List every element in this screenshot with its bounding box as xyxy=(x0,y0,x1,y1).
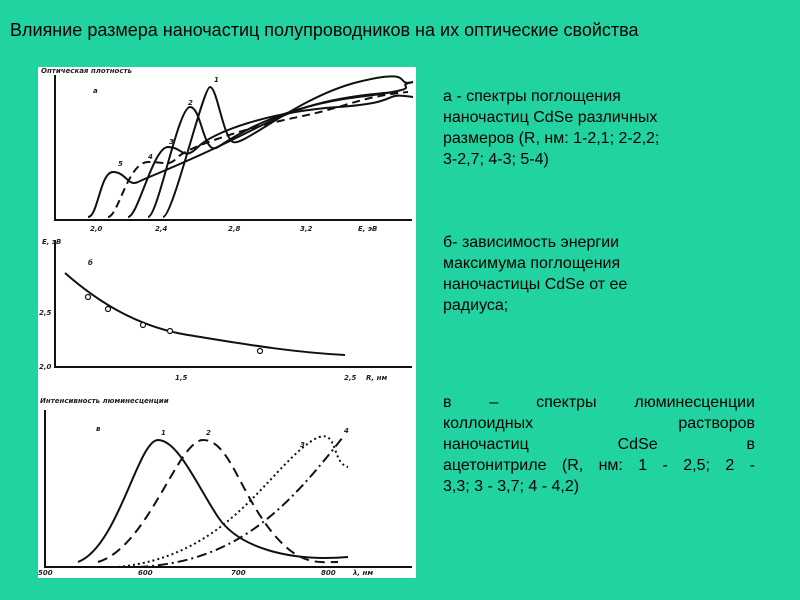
curve-label: 1 xyxy=(161,429,166,437)
caption-c: в – спектры люминесценции коллоидных раст… xyxy=(443,392,755,497)
axes xyxy=(44,410,412,568)
curve xyxy=(97,438,339,564)
x-tick-label: 2,4 xyxy=(155,225,168,233)
curve xyxy=(147,81,414,218)
x-label: R, нм xyxy=(366,374,387,382)
panel-tag: а xyxy=(93,87,98,95)
caption-line: наночастиц CdSe различных xyxy=(443,109,658,126)
x-tick-label: 1,5 xyxy=(175,374,188,382)
caption-line: а - спектры поглощения xyxy=(443,88,621,105)
x-label: Е, эВ xyxy=(358,225,377,233)
caption-line: 3-2,7; 4-3; 5-4) xyxy=(443,151,549,168)
curve-label: 1 xyxy=(214,76,219,84)
caption-line: наночастиц CdSe в xyxy=(443,436,755,453)
panel-tag: б xyxy=(88,259,93,267)
caption-line: коллоидных растворов xyxy=(443,415,755,432)
curve-label: 2 xyxy=(188,99,193,107)
x-tick-label: 3,2 xyxy=(300,225,313,233)
caption-b: б- зависимость энергии максимума поглощен… xyxy=(443,232,627,316)
panel-tag: в xyxy=(96,425,101,433)
y-label: Оптическая плотность xyxy=(41,67,132,75)
x-tick-label: 600 xyxy=(138,569,153,577)
curve-label: 4 xyxy=(148,153,153,161)
curve-label: 4 xyxy=(344,427,349,435)
y-tick-label: 2,5 xyxy=(39,309,52,317)
x-tick-label: 500 xyxy=(38,569,53,577)
slide-title: Влияние размера наночастиц полупроводник… xyxy=(10,20,639,40)
caption-line: наночастицы CdSe от ее xyxy=(443,276,628,293)
curve-label: 3 xyxy=(169,138,174,146)
y-label: Интенсивность люминесценции xyxy=(40,397,169,405)
x-tick-label: 2,8 xyxy=(228,225,241,233)
curve xyxy=(117,435,349,568)
caption-line: радиуса; xyxy=(443,297,509,314)
caption-line: в – спектры люминесценции xyxy=(443,394,755,411)
curve xyxy=(162,75,414,218)
axes xyxy=(54,75,412,221)
curve xyxy=(87,91,399,218)
curve xyxy=(64,272,346,356)
figure-drawing: Оптическая плотность а 2,0 2,4 2,8 3,2 Е… xyxy=(38,67,414,577)
axes xyxy=(54,240,412,368)
x-tick-label: 800 xyxy=(321,569,336,577)
curve xyxy=(137,436,344,568)
x-tick-label: 700 xyxy=(231,569,246,577)
y-tick-label: 2,0 xyxy=(39,363,52,371)
figure: Оптическая плотность а 2,0 2,4 2,8 3,2 Е… xyxy=(38,67,416,578)
x-label: λ, нм xyxy=(352,569,373,577)
x-tick-label: 2,5 xyxy=(344,374,357,382)
curve xyxy=(127,94,414,218)
caption-line: ацетонитриле (R, нм: 1 - 2,5; 2 - xyxy=(443,457,755,474)
caption-line: размеров (R, нм: 1-2,1; 2-2,2; xyxy=(443,130,660,147)
y-label: Е, эВ xyxy=(42,238,61,246)
curve xyxy=(77,438,349,563)
caption-line: б- зависимость энергии xyxy=(443,234,620,251)
points xyxy=(84,293,264,355)
caption-a: а - спектры поглощения наночастиц CdSe ра… xyxy=(443,86,659,170)
x-tick-label: 2,0 xyxy=(90,225,103,233)
curve-label: 3 xyxy=(300,441,305,449)
curve-label: 5 xyxy=(118,160,123,168)
caption-line: максимума поглощения xyxy=(443,255,621,272)
curve-label: 2 xyxy=(206,429,211,437)
caption-line: 3,3; 3 - 3,7; 4 - 4,2) xyxy=(443,478,580,495)
curve xyxy=(107,91,409,218)
